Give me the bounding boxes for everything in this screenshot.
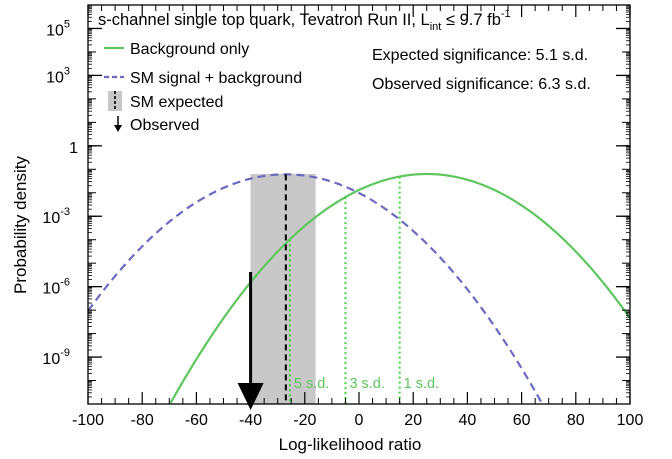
x-tick-label: -80 [131, 412, 154, 429]
x-tick-label: -100 [72, 412, 104, 429]
sigma-label-0: 5 s.d. [294, 376, 329, 392]
x-tick-label: -20 [293, 412, 316, 429]
y-tick-label: 10-9 [42, 347, 70, 368]
legend-layer: Background only SM signal + background SM … [104, 41, 302, 134]
x-axis-label: Log-likelihood ratio [279, 435, 422, 454]
chart-title-sub: int [430, 21, 442, 33]
legend-label-0: Background only [130, 41, 249, 58]
chart-title-suffix: ≤ 9.7 fb [441, 11, 501, 29]
x-tick-label: -60 [185, 412, 208, 429]
chart-title: s-channel single top quark, Tevatron Run… [98, 8, 511, 33]
y-tick-label: 103 [46, 65, 70, 86]
legend-label-1: SM signal + background [130, 70, 302, 87]
y-tick-label: 10-6 [42, 277, 70, 298]
plot-frame [87, 4, 631, 405]
sm-expected-band [250, 173, 316, 404]
x-tick-label: 100 [617, 412, 644, 429]
expected-significance: Expected significance: 5.1 s.d. [372, 47, 588, 64]
observed-significance: Observed significance: 6.3 s.d. [372, 76, 591, 93]
curve-layer [87, 172, 631, 404]
x-tick-label: 40 [459, 412, 477, 429]
chart-title-main: s-channel single top quark, Tevatron Run… [98, 11, 430, 29]
x-tick-label: 20 [404, 412, 422, 429]
x-tick-label: 60 [513, 412, 531, 429]
legend-label-3: Observed [130, 117, 199, 134]
legend-label-2: SM expected [130, 94, 223, 111]
sigma-label-1: 3 s.d. [349, 376, 384, 392]
x-tick-label: -40 [239, 412, 262, 429]
tick-layer: -100 -80 -60 -40 -20 0 20 40 60 80 100 105 103 1 10-3 1… [42, 4, 644, 429]
sigma-label-2: 1 s.d. [404, 376, 439, 392]
y-tick-label: 1 [69, 140, 78, 157]
y-axis-label: Probability density [11, 156, 30, 294]
band-layer [250, 173, 316, 404]
x-tick-label: 0 [355, 412, 364, 429]
y-tick-label: 10-3 [42, 206, 70, 227]
series-line-1 [87, 173, 543, 404]
frame-layer [87, 4, 631, 405]
x-tick-label: 80 [567, 412, 585, 429]
chart-title-sup: -1 [501, 8, 511, 20]
y-tick-label: 105 [46, 18, 70, 39]
legend-symbol-observed-head [114, 125, 122, 132]
series-line-0 [169, 172, 631, 404]
